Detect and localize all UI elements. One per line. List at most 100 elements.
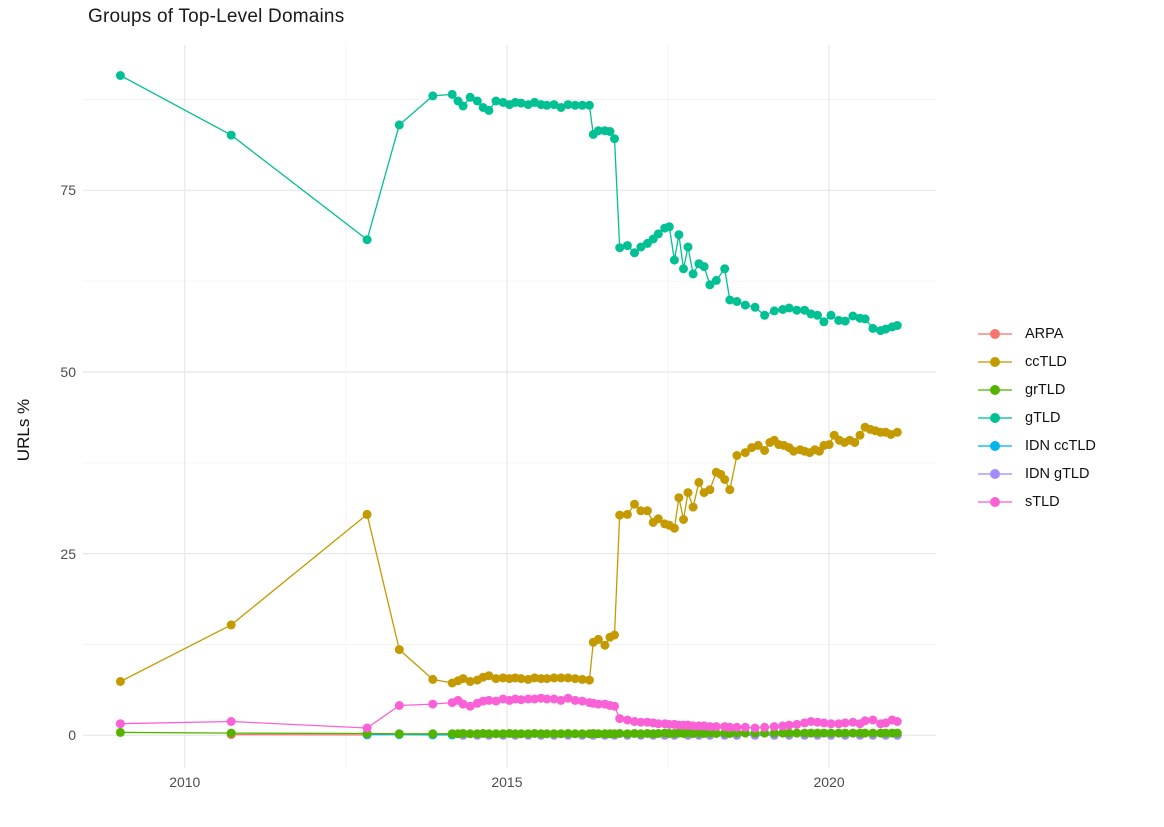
data-point (732, 451, 742, 460)
data-point (725, 485, 735, 495)
x-tick-label: 2010 (169, 774, 201, 790)
data-point (705, 722, 715, 732)
legend-label: IDN ccTLD (1025, 438, 1096, 454)
data-point (868, 728, 878, 738)
data-point (622, 509, 632, 519)
data-point (653, 514, 663, 524)
data-point (593, 699, 603, 709)
data-point (226, 717, 236, 726)
data-point (711, 722, 721, 732)
data-point (615, 243, 625, 253)
data-point (563, 673, 573, 683)
data-point (826, 310, 836, 320)
legend-key-icon (978, 328, 1012, 340)
data-point (563, 693, 573, 703)
data-point (362, 509, 372, 519)
data-point (362, 235, 372, 245)
data-point (819, 718, 829, 728)
data-point (806, 728, 816, 738)
data-point (610, 630, 619, 640)
data-point (491, 729, 501, 739)
data-point (683, 242, 693, 252)
chart-title: Groups of Top-Level Domains (88, 6, 345, 27)
data-point (760, 310, 770, 320)
legend-label: gTLD (1025, 410, 1061, 426)
data-point (593, 634, 603, 644)
data-point (600, 640, 610, 650)
data-point (850, 438, 860, 447)
data-point (784, 728, 794, 738)
data-point (892, 728, 902, 738)
data-point (653, 719, 663, 729)
data-point (840, 728, 850, 738)
data-point (498, 729, 508, 739)
legend-item-grtld: grTLD (978, 376, 1096, 404)
data-point (570, 674, 580, 684)
data-point (806, 717, 816, 726)
data-point (465, 92, 475, 102)
data-point (577, 729, 587, 739)
data-point (394, 729, 404, 739)
data-point (630, 248, 639, 258)
legend-item-arpa: ARPA (978, 320, 1096, 348)
legend-item-stld: sTLD (978, 488, 1096, 516)
data-point (769, 722, 779, 732)
data-point (664, 222, 674, 232)
legend-key-icon (978, 384, 1012, 396)
data-point (556, 695, 566, 705)
data-point (725, 295, 735, 305)
data-point (622, 729, 632, 739)
data-point (855, 430, 865, 440)
data-point (523, 694, 533, 704)
data-point (542, 100, 552, 110)
data-point (711, 729, 721, 738)
data-point (530, 673, 540, 683)
data-point (556, 729, 566, 739)
data-point (840, 718, 850, 728)
data-point (458, 101, 468, 111)
data-point (593, 729, 603, 739)
legend-item-gtld: gTLD (978, 404, 1096, 432)
data-point (428, 674, 438, 684)
data-point (840, 316, 850, 326)
series-gtld (115, 71, 902, 336)
data-point (769, 728, 779, 738)
y-tick-label: 75 (60, 182, 76, 199)
data-point (530, 729, 540, 738)
data-point (784, 720, 794, 730)
x-tick-label: 2020 (813, 774, 845, 790)
data-point (472, 96, 482, 106)
data-point (705, 280, 715, 290)
data-point (491, 674, 501, 684)
data-point (226, 130, 236, 140)
data-point (622, 715, 632, 725)
data-point (577, 674, 587, 684)
data-point (516, 98, 526, 108)
legend-item-idn-gtld: IDN gTLD (978, 460, 1096, 488)
series-arpa (226, 730, 372, 740)
data-point (740, 722, 750, 732)
data-point (570, 100, 580, 110)
data-point (549, 673, 559, 683)
data-point (484, 105, 494, 115)
legend: ARPA ccTLD grTLD gTLD IDN ccTLD IDN gTLD sTLD (978, 320, 1096, 516)
data-point (458, 699, 468, 709)
data-point (491, 696, 501, 706)
data-point (860, 728, 870, 738)
data-point (593, 126, 603, 136)
data-point (720, 264, 730, 274)
data-point (813, 310, 822, 320)
data-point (792, 305, 802, 315)
legend-key-icon (978, 496, 1012, 508)
data-point (458, 729, 468, 738)
data-point (584, 100, 594, 110)
data-point (868, 715, 878, 725)
series-grtld (115, 727, 902, 739)
data-point (563, 729, 573, 738)
data-point (711, 275, 721, 285)
legend-label: sTLD (1025, 494, 1060, 510)
data-point (881, 728, 891, 738)
data-point (688, 502, 698, 512)
gridlines (83, 45, 936, 768)
